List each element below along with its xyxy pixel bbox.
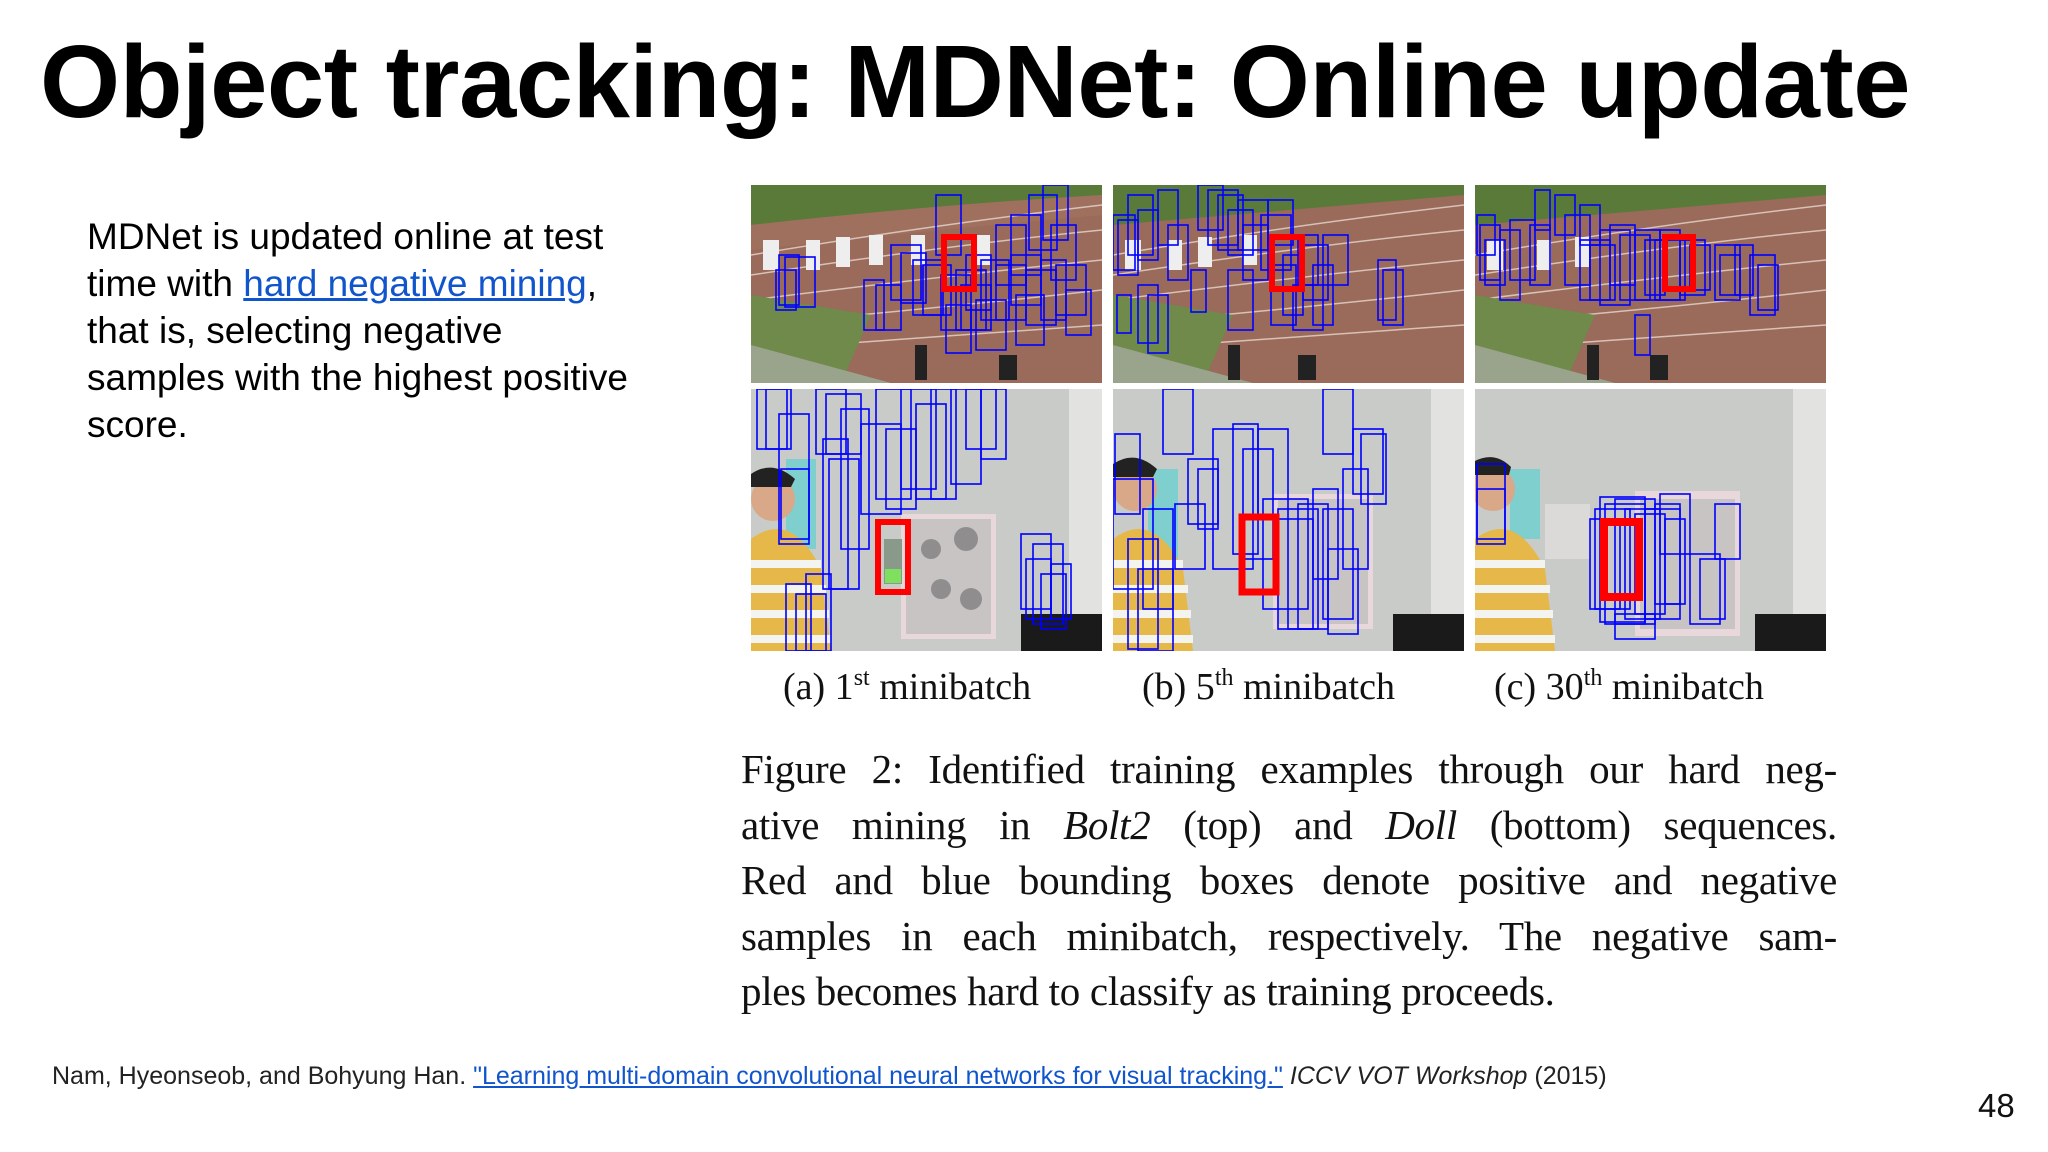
citation-venue: ICCV VOT Workshop (1289, 1062, 1528, 1090)
subcaption-suffix: minibatch (1602, 666, 1764, 708)
citation: Nam, Hyeonseob, and Bohyung Han. "Learni… (52, 1060, 1607, 1092)
body-line-5: score. (87, 404, 188, 445)
caption-text: (top) and (1150, 801, 1386, 848)
citation-authors: Nam, Hyeonseob, and Bohyung Han. (52, 1062, 474, 1090)
comma: , (586, 263, 598, 304)
page-number: 48 (1978, 1087, 2015, 1124)
doll-panel-5th-minibatch (1113, 389, 1464, 651)
hard-negative-mining-link[interactable]: hard negative mining (243, 263, 587, 304)
caption-line-2: ative mining in Bolt2 (top) and Doll (bo… (741, 798, 1837, 854)
caption-text: Red and blue bounding boxes denote posit… (741, 857, 1837, 903)
track-scene-image (751, 185, 1102, 383)
citation-year: (2015) (1527, 1062, 1607, 1090)
subcaption-sup: th (1583, 665, 1603, 691)
doll-scene-image (751, 389, 1102, 651)
subcaption-sup: th (1214, 665, 1234, 691)
caption-text: ples becomes hard to classify as trainin… (741, 968, 1555, 1014)
subcaption-sup: st (853, 665, 870, 691)
body-paragraph: MDNet is updated online at test time wit… (87, 213, 707, 448)
caption-text: ative mining in (741, 801, 1064, 848)
doll-scene-image (1475, 389, 1826, 651)
body-line-2: time with hard negative mining, (87, 260, 707, 307)
caption-line-4: samples in each minibatch, respectively.… (741, 909, 1837, 965)
bolt2-panel-5th-minibatch (1113, 185, 1464, 383)
subcaption-a: (a) 1st minibatch (783, 665, 1031, 709)
caption-sequence-name: Doll (1385, 801, 1457, 848)
body-line-1: MDNet is updated online at test (87, 216, 604, 257)
caption-text: (bottom) sequences. (1456, 801, 1838, 848)
caption-line-1: Figure 2: Identified training examples t… (741, 742, 1837, 798)
bolt2-panel-30th-minibatch (1475, 185, 1826, 383)
subcaption-b: (b) 5th minibatch (1142, 665, 1395, 709)
subcaption-suffix: minibatch (1233, 666, 1395, 708)
bolt2-panel-1st-minibatch (751, 185, 1102, 383)
subcaption-suffix: minibatch (869, 666, 1032, 708)
caption-sequence-name: Bolt2 (1063, 801, 1151, 848)
track-scene-image (1113, 185, 1464, 383)
subcaption-label: (a) 1 (783, 666, 854, 708)
caption-text: samples in each minibatch, respectively.… (741, 912, 1837, 959)
subcaption-label: (c) 30 (1494, 666, 1584, 708)
doll-panel-1st-minibatch (751, 389, 1102, 651)
doll-panel-30th-minibatch (1475, 389, 1826, 651)
body-text-span: time with (87, 263, 244, 304)
caption-line-3: Red and blue bounding boxes denote posit… (741, 853, 1837, 909)
body-line-3: that is, selecting negative (87, 310, 503, 351)
caption-text: Figure 2: Identified training examples t… (741, 746, 1837, 792)
caption-line-5: ples becomes hard to classify as trainin… (741, 964, 1837, 1020)
subcaption-c: (c) 30th minibatch (1494, 665, 1764, 709)
figure-caption: Figure 2: Identified training examples t… (741, 742, 1837, 1020)
paper-title-link[interactable]: "Learning multi-domain convolutional neu… (473, 1062, 1283, 1090)
slide-title: Object tracking: MDNet: Online update (40, 24, 1911, 139)
track-scene-image (1475, 185, 1826, 383)
body-line-4: samples with the highest positive (87, 357, 628, 398)
subcaption-label: (b) 5 (1142, 666, 1215, 708)
doll-scene-image (1113, 389, 1464, 651)
